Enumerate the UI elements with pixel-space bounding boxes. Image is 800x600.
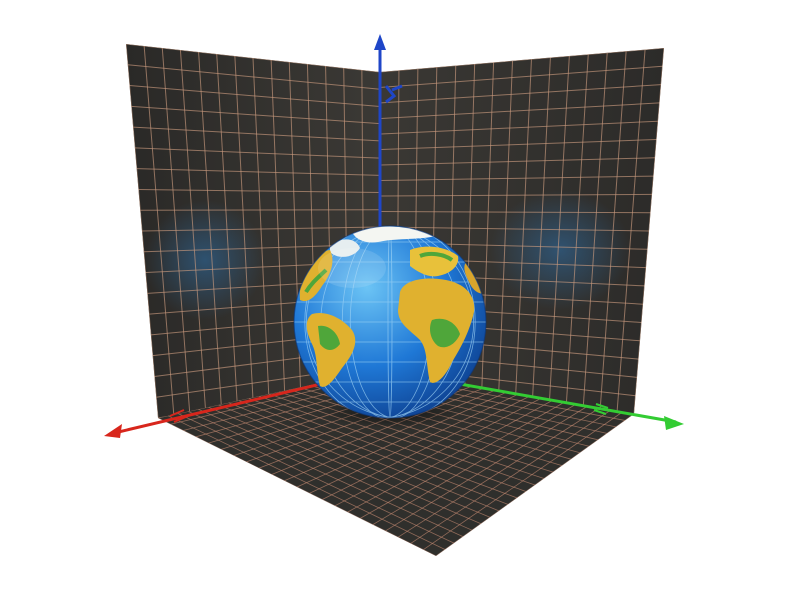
leftGrid-line	[134, 147, 380, 159]
right-wall-grid	[380, 48, 664, 414]
floorGrid-line	[278, 391, 545, 479]
floorGrid-line	[238, 400, 509, 505]
rightGrid-line	[380, 139, 657, 150]
leftGrid-line	[131, 105, 380, 125]
leftGrid-line	[129, 85, 380, 107]
left-wall	[126, 44, 380, 418]
floorGrid-line	[218, 404, 491, 518]
rightGrid-line	[380, 120, 659, 135]
leftGrid-line	[127, 64, 380, 90]
leftGrid-line	[133, 126, 380, 142]
rightGrid-line	[380, 102, 660, 119]
rightGrid-line	[380, 175, 654, 181]
left-wall-grid	[126, 44, 380, 418]
floorGrid-line	[258, 395, 527, 492]
rightGrid-line	[380, 211, 651, 214]
greenland	[330, 239, 360, 257]
floorGrid-line	[167, 415, 446, 550]
rightGrid-line	[380, 226, 650, 232]
rightGrid-line	[380, 84, 662, 104]
floorGrid-line	[178, 413, 455, 544]
rightGrid-line	[380, 48, 664, 73]
leftGrid-line	[141, 226, 380, 232]
earth-globe	[293, 225, 487, 419]
rightGrid-line	[380, 65, 663, 88]
floorGrid-line	[248, 397, 518, 499]
floorGrid-line	[208, 406, 482, 525]
leftGrid-line	[138, 188, 380, 194]
floorGrid-line	[198, 408, 473, 531]
floorGrid-line	[268, 393, 536, 486]
leftGrid-line	[126, 44, 380, 73]
rightGrid-line	[380, 193, 653, 197]
z-axis	[374, 34, 403, 228]
floorGrid-line	[188, 411, 464, 538]
arctic-ice	[352, 226, 436, 243]
leftGrid-line	[136, 168, 380, 176]
floorGrid-line	[228, 402, 500, 512]
rightGrid-line	[380, 157, 656, 166]
